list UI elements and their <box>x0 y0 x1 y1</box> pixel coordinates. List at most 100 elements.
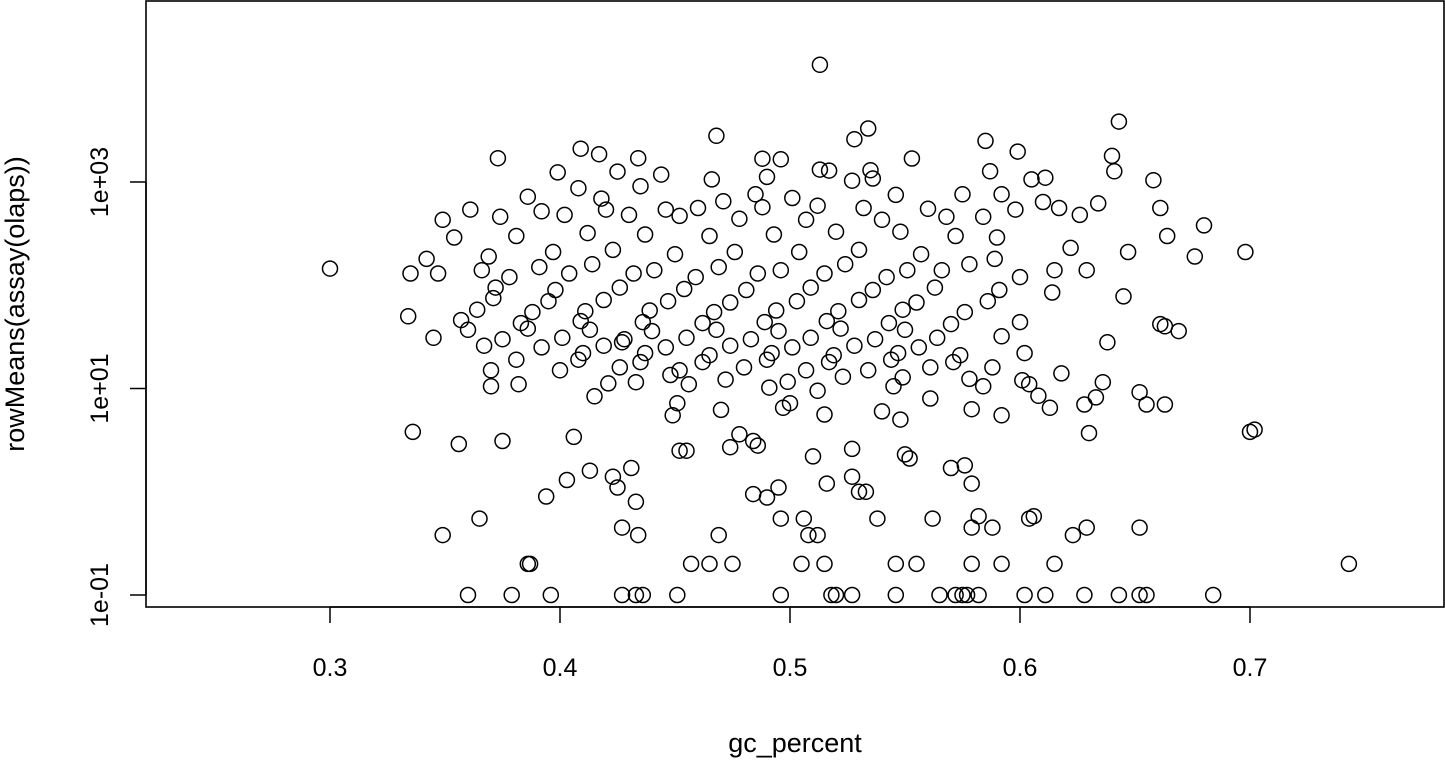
data-point <box>579 224 596 242</box>
data-point <box>1046 555 1063 573</box>
data-point <box>489 149 507 167</box>
data-point <box>731 210 748 228</box>
data-point <box>583 255 601 273</box>
data-point <box>609 479 626 496</box>
data-point <box>1099 334 1116 351</box>
data-point <box>593 190 610 207</box>
data-point <box>970 507 987 525</box>
data-point <box>519 320 537 337</box>
data-point <box>652 166 670 183</box>
data-point <box>1131 519 1148 536</box>
data-point <box>991 281 1008 299</box>
data-point <box>1050 199 1068 217</box>
data-point <box>549 164 566 181</box>
data-point <box>547 281 564 299</box>
data-point <box>558 471 576 489</box>
data-point <box>1115 288 1132 305</box>
x-tick-label: 0.4 <box>543 654 578 682</box>
data-point <box>705 303 723 321</box>
data-point <box>928 329 946 347</box>
data-point <box>864 170 882 187</box>
data-point <box>993 407 1010 424</box>
data-point <box>954 186 971 203</box>
data-points <box>321 56 1358 604</box>
data-point <box>846 337 863 354</box>
data-point <box>790 243 808 261</box>
data-point <box>402 265 419 282</box>
data-point <box>993 186 1010 203</box>
data-point <box>611 279 629 296</box>
data-point <box>754 150 771 167</box>
data-point <box>843 586 861 604</box>
data-point <box>485 289 502 307</box>
data-point <box>772 586 790 604</box>
data-point <box>816 265 833 282</box>
data-point <box>1078 261 1095 279</box>
data-point <box>671 362 688 379</box>
data-point <box>1170 322 1187 340</box>
data-point <box>984 359 1001 376</box>
data-point <box>744 432 762 450</box>
data-point <box>418 250 435 268</box>
data-point <box>468 301 486 318</box>
data-point <box>922 359 939 376</box>
data-point <box>508 351 525 368</box>
data-point <box>544 243 562 261</box>
data-point <box>671 442 688 459</box>
data-point <box>1011 313 1029 331</box>
data-point <box>540 292 557 310</box>
data-point <box>749 265 767 282</box>
data-point <box>961 255 978 273</box>
data-point <box>912 245 930 263</box>
data-point <box>687 268 704 286</box>
data-point <box>942 459 960 477</box>
data-point <box>572 312 589 330</box>
data-point <box>882 351 900 368</box>
data-point <box>1078 519 1095 536</box>
data-point <box>450 435 468 453</box>
data-point <box>669 586 686 604</box>
data-point <box>1156 396 1174 413</box>
data-point <box>738 281 755 299</box>
data-point <box>675 280 693 298</box>
data-point <box>701 555 718 573</box>
data-point <box>462 201 479 218</box>
data-point <box>1034 193 1052 211</box>
data-point <box>922 390 939 407</box>
data-point <box>942 315 960 333</box>
data-point <box>503 586 520 604</box>
data-point <box>1009 143 1026 160</box>
data-point <box>843 172 861 189</box>
data-point <box>866 330 884 348</box>
data-point <box>947 227 964 245</box>
data-point <box>896 446 914 463</box>
data-point <box>581 321 599 339</box>
data-point <box>823 586 840 604</box>
data-point <box>731 426 748 443</box>
data-point <box>859 362 877 379</box>
data-point <box>542 586 560 604</box>
data-point <box>659 292 677 310</box>
data-point <box>708 127 725 145</box>
data-point <box>590 145 608 163</box>
data-point <box>926 279 944 296</box>
data-point <box>604 468 622 485</box>
data-point <box>494 330 511 348</box>
data-point <box>850 241 868 259</box>
data-point <box>772 510 790 527</box>
data-point <box>899 261 916 279</box>
data-point <box>482 378 500 395</box>
data-point <box>770 322 787 340</box>
data-point <box>1106 163 1123 180</box>
data-point <box>919 200 937 218</box>
data-point <box>963 400 980 418</box>
data-point <box>756 313 773 331</box>
data-point <box>662 366 679 384</box>
data-point <box>595 337 612 354</box>
data-point <box>1110 113 1128 130</box>
data-point <box>903 150 921 167</box>
data-point <box>710 526 727 544</box>
data-point <box>850 483 868 501</box>
data-point <box>703 171 721 188</box>
data-point <box>600 375 617 392</box>
